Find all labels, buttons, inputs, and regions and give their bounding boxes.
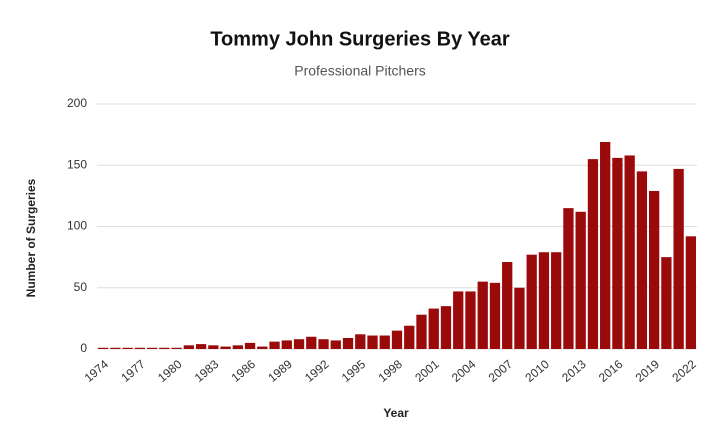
bar [391, 330, 403, 349]
bar [367, 335, 378, 349]
y-tick-label: 200 [67, 96, 87, 110]
bar [257, 346, 268, 349]
bar [600, 141, 611, 349]
bar [244, 342, 256, 349]
chart-title: Tommy John Surgeries By Year [210, 28, 510, 50]
bar [649, 190, 660, 349]
bar [183, 345, 194, 349]
x-tick-label: 2013 [559, 357, 589, 385]
bar [134, 347, 145, 349]
bar [293, 339, 305, 349]
bar [685, 236, 697, 349]
bar [502, 262, 513, 349]
y-tick-label: 150 [67, 157, 87, 171]
bar [416, 314, 427, 349]
bar [575, 211, 586, 349]
bar [306, 336, 317, 349]
bar [330, 340, 341, 349]
bar [232, 345, 243, 349]
bar [673, 168, 684, 349]
x-tick-label: 1980 [155, 357, 185, 385]
chart-subtitle: Professional Pitchers [294, 63, 426, 79]
x-tick-label: 2019 [633, 357, 663, 385]
bar [318, 339, 329, 349]
bar [159, 347, 170, 349]
bar [465, 291, 476, 349]
y-axis-title: Number of Surgeries [24, 178, 38, 297]
bar [538, 252, 550, 349]
x-tick-label: 2007 [486, 357, 516, 385]
bar [477, 281, 488, 349]
x-tick-label: 1977 [118, 357, 148, 385]
bar [110, 347, 121, 349]
x-tick-label: 1983 [192, 357, 222, 385]
bar [404, 325, 415, 349]
bar [208, 345, 219, 349]
bar [195, 344, 207, 349]
bar [269, 341, 280, 349]
bar [122, 347, 133, 349]
bar [489, 282, 501, 349]
bar [661, 257, 672, 349]
bar [624, 155, 635, 349]
y-tick-label: 0 [80, 341, 87, 355]
bar [612, 157, 623, 349]
x-tick-label: 2004 [449, 357, 479, 385]
x-tick-label: 1974 [82, 357, 112, 385]
x-axis-title: Year [383, 406, 409, 420]
bar [563, 208, 574, 349]
x-tick-label: 1995 [339, 357, 369, 385]
bar [342, 337, 354, 349]
x-tick-label: 1992 [302, 357, 332, 385]
bar [440, 306, 452, 349]
bar [587, 159, 599, 349]
x-tick-label: 2001 [412, 357, 442, 385]
bar [636, 171, 648, 349]
bar [220, 346, 231, 349]
bar [97, 347, 109, 349]
x-tick-label: 1989 [265, 357, 295, 385]
bar [526, 254, 537, 349]
bar [428, 308, 439, 349]
x-tick-label: 2010 [522, 357, 552, 385]
y-tick-label: 50 [74, 280, 88, 294]
x-tick-label: 2022 [669, 357, 699, 385]
bar [281, 340, 292, 349]
x-tick-label: 2016 [596, 357, 626, 385]
x-tick-label: 1998 [376, 357, 406, 385]
x-tick-label: 1986 [229, 357, 259, 385]
bar [146, 347, 158, 349]
bar [379, 335, 390, 349]
bar [355, 334, 366, 349]
bar [453, 291, 464, 349]
bar [551, 252, 562, 349]
y-tick-label: 100 [67, 219, 87, 233]
bar [514, 287, 525, 349]
bar [171, 347, 182, 349]
